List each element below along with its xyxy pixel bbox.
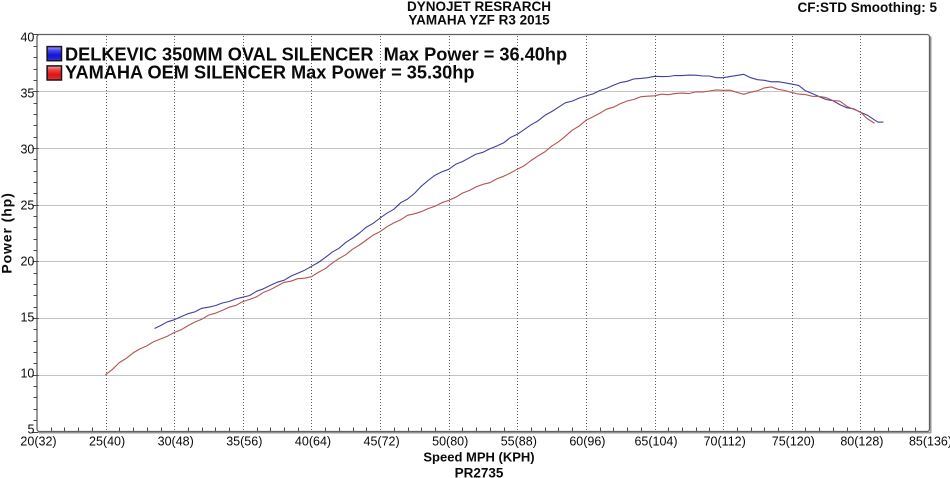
svg-text:85(136): 85(136)	[909, 434, 950, 448]
svg-text:40: 40	[20, 31, 34, 45]
svg-text:10: 10	[20, 367, 34, 381]
svg-text:75(120): 75(120)	[772, 434, 815, 448]
svg-text:5: 5	[27, 423, 34, 437]
svg-text:Power (hp): Power (hp)	[0, 192, 15, 273]
svg-text:20(32): 20(32)	[20, 434, 56, 448]
svg-text:60(96): 60(96)	[569, 434, 605, 448]
svg-text:DELKEVIC 350MM OVAL SILENCER: DELKEVIC 350MM OVAL SILENCER Max Power =…	[65, 44, 567, 64]
svg-text:35: 35	[20, 87, 34, 101]
svg-text:35(56): 35(56)	[226, 434, 262, 448]
svg-text:CF:STD Smoothing: 5: CF:STD Smoothing: 5	[798, 0, 938, 15]
svg-text:65(104): 65(104)	[634, 434, 677, 448]
svg-text:70(112): 70(112)	[704, 434, 746, 448]
svg-text:25(40): 25(40)	[89, 434, 125, 448]
svg-text:YAMAHA YZF R3 2015: YAMAHA YZF R3 2015	[408, 12, 550, 27]
svg-text:25: 25	[20, 199, 34, 213]
svg-text:40(64): 40(64)	[295, 434, 331, 448]
svg-text:45(72): 45(72)	[364, 434, 400, 448]
svg-text:15: 15	[20, 311, 34, 325]
svg-text:PR2735: PR2735	[455, 465, 504, 478]
svg-text:20: 20	[20, 255, 34, 269]
svg-text:DYNOJET RESRARCH: DYNOJET RESRARCH	[407, 0, 551, 14]
svg-text:50(80): 50(80)	[432, 434, 468, 448]
svg-text:80(128): 80(128)	[840, 434, 883, 448]
svg-text:YAMAHA OEM SILENCER Max Power: YAMAHA OEM SILENCER Max Power = 35.30hp	[65, 62, 475, 82]
svg-text:30: 30	[20, 143, 34, 157]
svg-text:Speed MPH (KPH): Speed MPH (KPH)	[423, 449, 534, 464]
svg-text:55(88): 55(88)	[501, 434, 537, 448]
svg-text:30(48): 30(48)	[158, 434, 194, 448]
